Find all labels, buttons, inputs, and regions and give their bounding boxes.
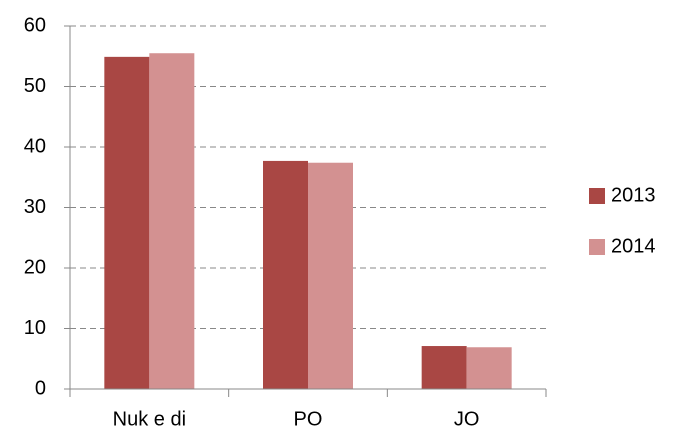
y-tick-label: 60	[24, 14, 46, 36]
bar	[263, 160, 308, 389]
x-tick-label: JO	[454, 408, 480, 430]
bar	[149, 53, 195, 389]
legend-label: 2013	[611, 184, 656, 206]
y-tick-label: 40	[24, 135, 46, 157]
y-tick-label: 10	[24, 317, 46, 339]
legend-swatch	[589, 188, 605, 204]
legend-label: 2014	[611, 235, 656, 257]
y-tick-label: 20	[24, 256, 46, 278]
y-tick-label: 30	[24, 196, 46, 218]
bar	[421, 346, 467, 389]
bar	[466, 347, 512, 389]
bar	[308, 162, 353, 389]
y-tick-label: 0	[35, 377, 46, 399]
y-tick-label: 50	[24, 75, 46, 97]
bar	[104, 56, 150, 389]
x-tick-label: Nuk e di	[113, 408, 186, 430]
x-tick-label: PO	[294, 408, 323, 430]
legend-swatch	[589, 239, 605, 255]
